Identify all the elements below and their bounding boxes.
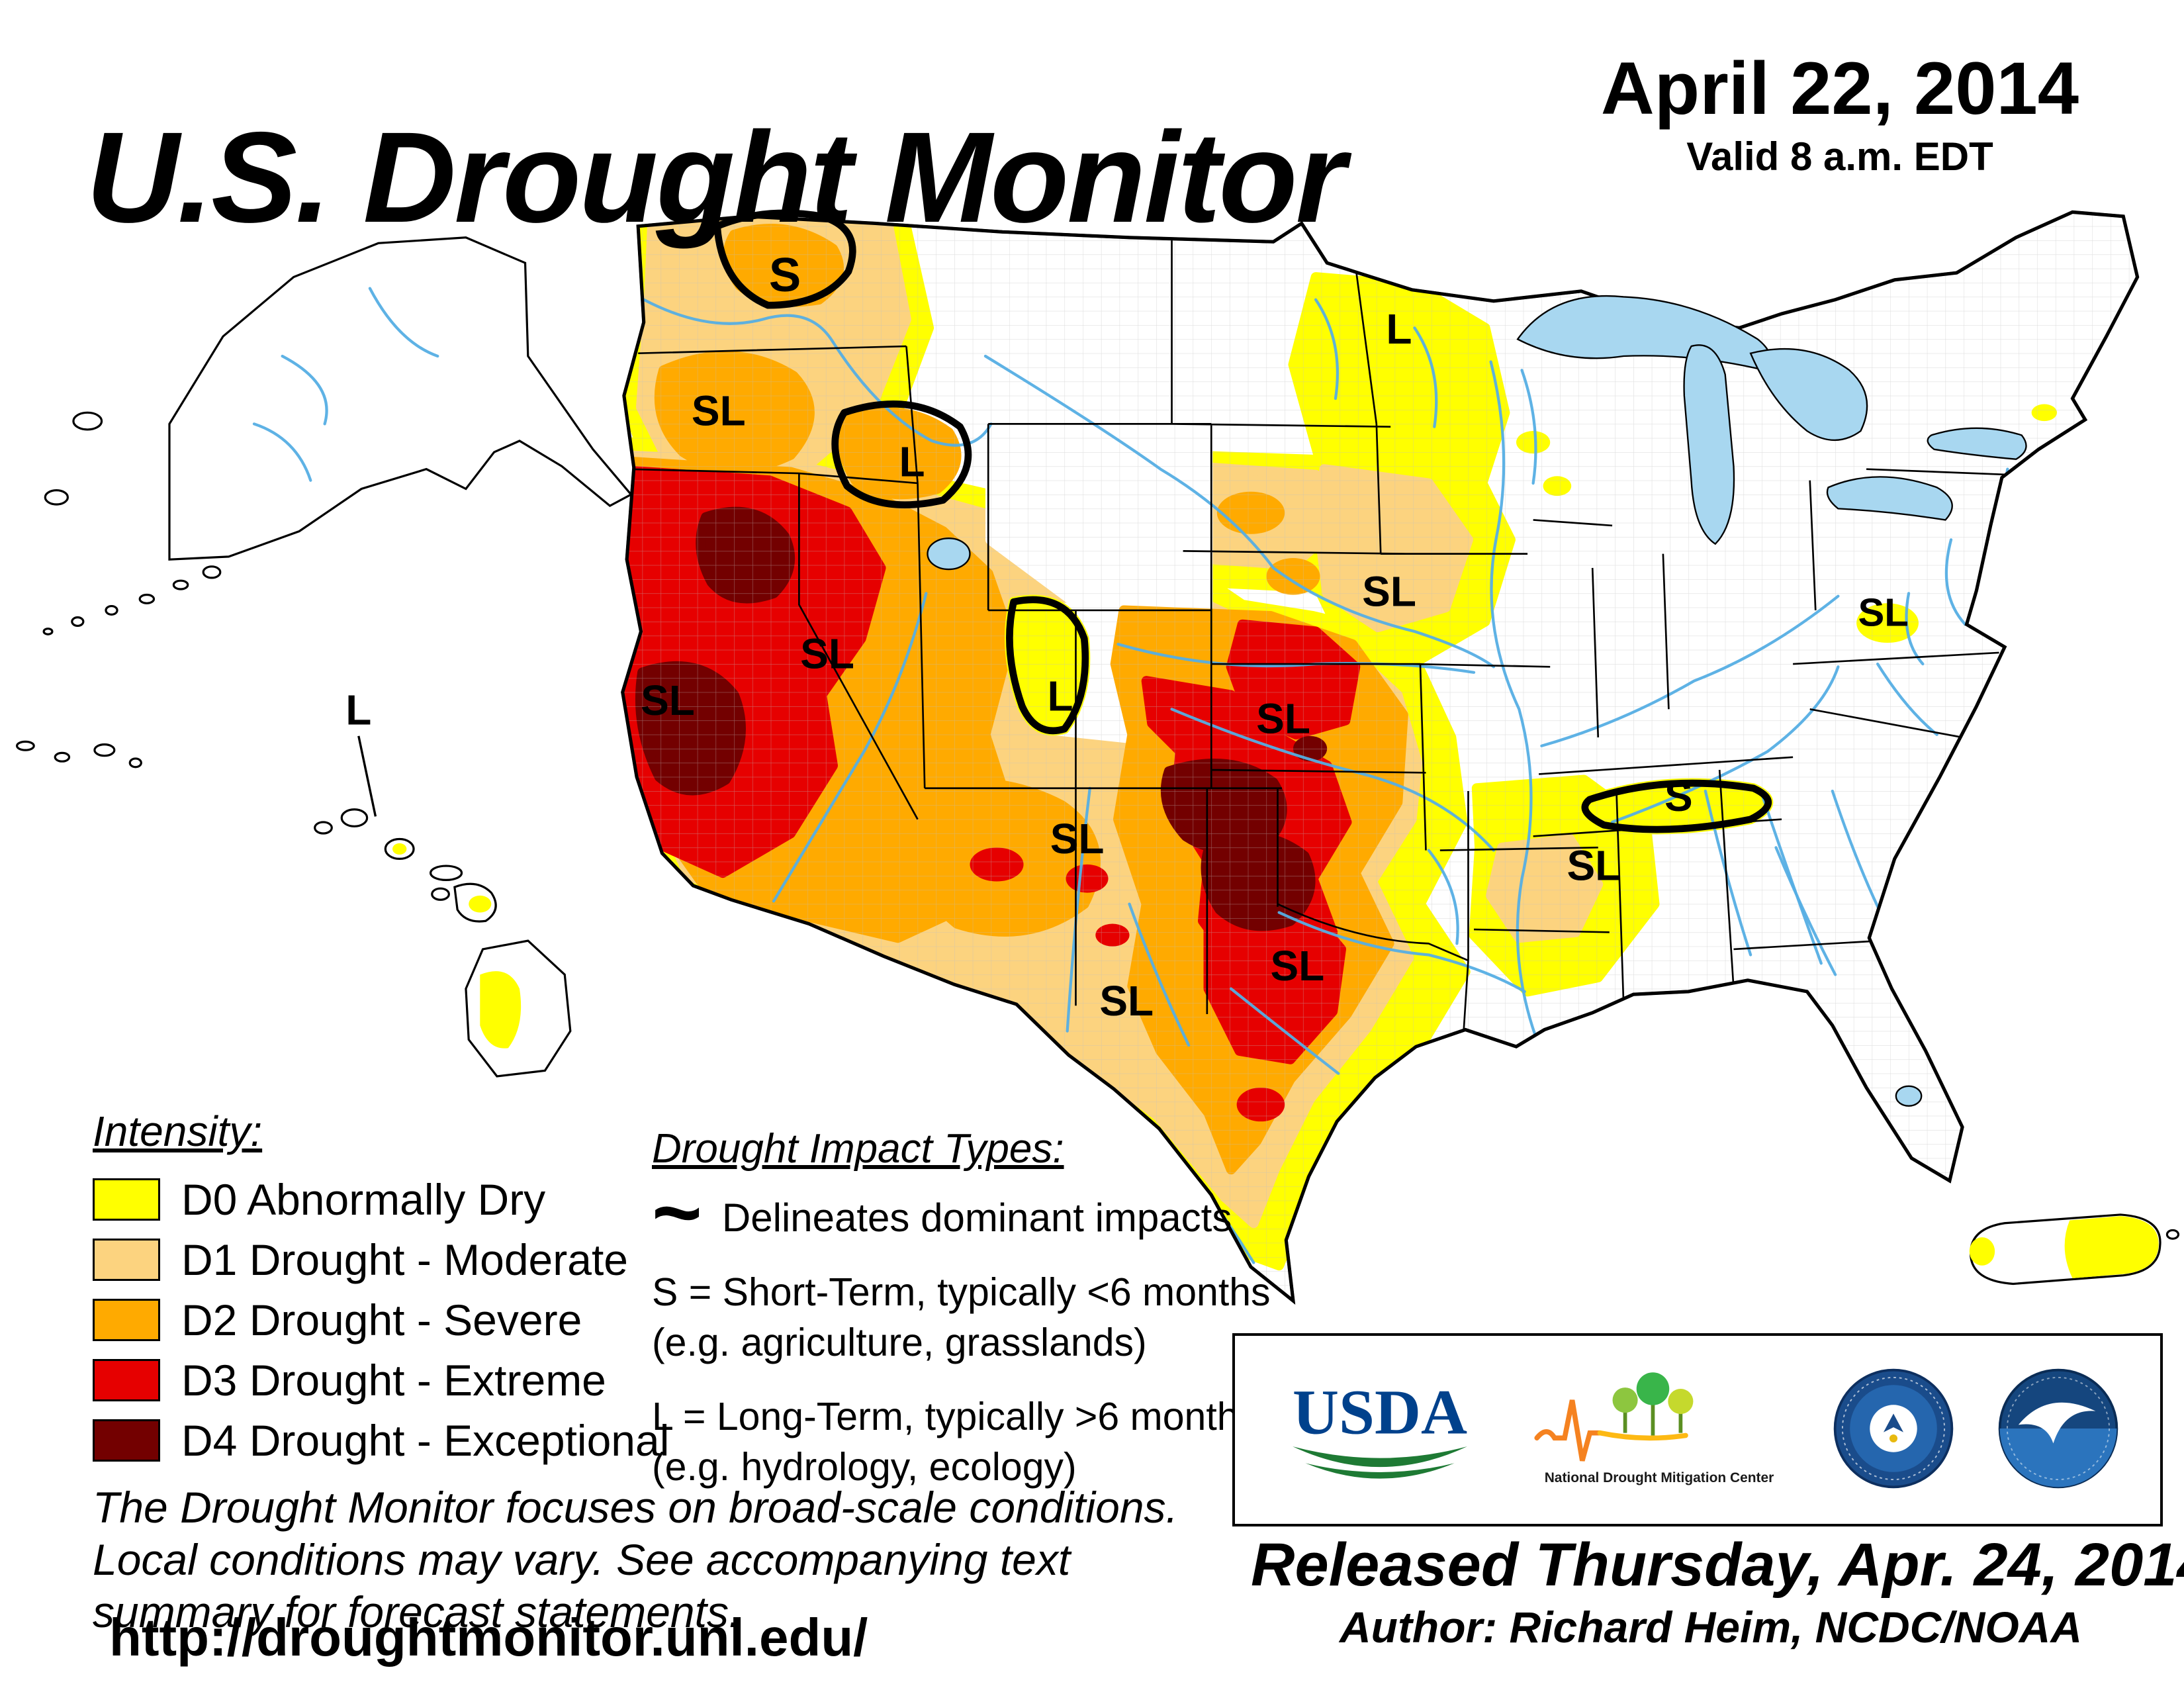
impact-label: S	[769, 248, 801, 302]
impact-label: L	[1047, 672, 1073, 720]
great-salt-lake	[927, 537, 971, 571]
website-url: http://droughtmonitor.unl.edu/	[109, 1608, 868, 1667]
short-term-definition: S = Short-Term, typically <6 months	[652, 1270, 1271, 1314]
seagull-icon	[2018, 1402, 2095, 1444]
great-lakes	[927, 295, 2027, 1107]
noaa-sea-half	[1999, 1428, 2116, 1487]
lake-okeechobee	[1895, 1085, 1923, 1107]
impact-label: SL	[1099, 977, 1154, 1025]
legend-label-d0: D0 Abnormally Dry	[181, 1175, 546, 1224]
commerce-emblem-field	[1870, 1404, 1917, 1452]
legend-item-d1: D1 Drought - Moderate	[93, 1235, 669, 1285]
state-borders	[625, 240, 2011, 1049]
lake-erie	[1826, 476, 1953, 521]
noaa-ring-text	[2006, 1376, 2110, 1480]
legend-swatch-d4	[93, 1419, 160, 1462]
impact-label: SL	[1362, 568, 1416, 616]
usda-swoosh-icon	[1293, 1446, 1468, 1467]
legend-item-d3: D3 Drought - Extreme	[93, 1355, 669, 1405]
heartbeat-tail-icon	[1597, 1430, 1688, 1440]
legend-item-d4: D4 Drought - Exceptional	[93, 1415, 669, 1466]
impact-label: SL	[1270, 942, 1324, 990]
impact-label: SL	[1567, 841, 1621, 889]
legend-swatch-d3	[93, 1359, 160, 1401]
legend-title: Intensity:	[93, 1107, 263, 1155]
noaa-seal	[1996, 1366, 2120, 1494]
big-island-drought-spot	[480, 971, 522, 1049]
impact-label: L	[345, 686, 371, 734]
legend-label-d3: D3 Drought - Extreme	[181, 1356, 606, 1405]
heartbeat-line-icon	[1534, 1399, 1603, 1462]
disclaimer-text: The Drought Monitor focuses on broad-sca…	[93, 1483, 1178, 1637]
release-author: Author: Richard Heim, NCDC/NOAA	[1339, 1603, 2083, 1652]
impact-label: SL	[1256, 695, 1310, 743]
legend-swatch-d1	[93, 1239, 160, 1281]
puerto-rico-drought-area	[2064, 1216, 2159, 1278]
date-block: April 22, 2014 Valid 8 a.m. EDT	[1588, 52, 2091, 179]
trees-icon	[1612, 1372, 1694, 1435]
legend-item-d2: D2 Drought - Severe	[93, 1295, 669, 1345]
legend-label-d1: D1 Drought - Moderate	[181, 1235, 628, 1284]
impact-label: L	[899, 438, 925, 485]
long-term-examples: (e.g. hydrology, ecology)	[652, 1445, 1077, 1489]
impact-label: SL	[1858, 590, 1908, 634]
impact-types-panel: Drought Impact Types: ~ Delineates domin…	[652, 1125, 1300, 1489]
impact-label: SL	[1050, 815, 1105, 863]
long-term-definition: L = Long-Term, typically >6 months	[652, 1395, 1259, 1438]
impact-label: L	[1386, 305, 1412, 353]
ndmc-wordmark: National Drought Mitigation Center	[1544, 1470, 1774, 1485]
lake-michigan	[1683, 344, 1735, 545]
delineates-text: Delineates dominant impacts	[721, 1196, 1232, 1240]
hawaii-inset	[15, 735, 572, 1078]
puerto-rico-inset	[1969, 1213, 2180, 1286]
alaska-inset	[42, 236, 633, 635]
impact-label: S	[1664, 773, 1693, 820]
agency-logos-panel: USDA National Drought Mitigation Center	[1232, 1333, 2163, 1526]
maui-drought-spot	[469, 895, 492, 913]
impact-delineation-outlines	[713, 209, 1772, 833]
lake-ontario	[1927, 427, 2027, 460]
oahu-drought-spot	[392, 843, 407, 855]
page-title: U.S. Drought Monitor	[86, 105, 1345, 250]
ndmc-logo: National Drought Mitigation Center	[1527, 1362, 1792, 1498]
eagle-icon	[1884, 1413, 1904, 1432]
map-impact-labels: S L SL L SL SL SL L SL SL L S SL SL SL S…	[345, 248, 1909, 1025]
legend-label-d4: D4 Drought - Exceptional	[181, 1416, 670, 1465]
usda-logo: USDA	[1275, 1364, 1486, 1496]
hawaii-label-pointer	[357, 735, 377, 817]
delineation-row: ~ Delineates dominant impacts	[652, 1169, 1300, 1255]
commerce-ring-text	[1842, 1376, 1946, 1480]
lake-huron	[1749, 348, 1868, 442]
release-date: Released Thursday, Apr. 24, 2014	[1251, 1531, 2184, 1599]
legend-swatch-d0	[93, 1178, 160, 1221]
map-date: April 22, 2014	[1600, 47, 2079, 130]
impact-label: SL	[800, 630, 854, 677]
impact-types-title: Drought Impact Types:	[652, 1126, 1064, 1172]
intensity-legend: Intensity: D0 Abnormally Dry D1 Drought …	[93, 1107, 669, 1476]
alaska-river	[281, 354, 328, 426]
legend-item-d0: D0 Abnormally Dry	[93, 1174, 669, 1225]
valid-time: Valid 8 a.m. EDT	[1686, 134, 1993, 179]
legend-label-d2: D2 Drought - Severe	[181, 1295, 582, 1344]
legend-swatch-d2	[93, 1299, 160, 1341]
usda-wordmark: USDA	[1293, 1376, 1467, 1447]
commerce-seal	[1831, 1366, 1956, 1494]
impact-label: SL	[692, 387, 746, 435]
commerce-gold-dot	[1889, 1434, 1898, 1442]
wavy-line-icon: ~	[652, 1164, 702, 1260]
impact-label: SL	[641, 677, 695, 724]
release-block: Released Thursday, Apr. 24, 2014 Author:…	[1251, 1531, 2184, 1652]
short-term-examples: (e.g. agriculture, grasslands)	[652, 1321, 1147, 1364]
